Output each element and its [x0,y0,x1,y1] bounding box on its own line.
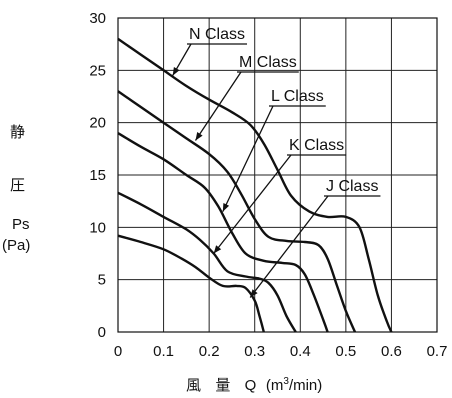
series-line-j-class [117,234,265,333]
annotation-arrowhead-k-class [213,245,222,254]
annotation-arrowhead-j-class [250,289,258,298]
series-line-m-class [117,90,357,333]
annotation-label-n-class: N Class [189,26,245,43]
annotation-leader-m-class [194,71,242,141]
x-tick-label: 0 [114,343,122,360]
ylabel-line-1: 静 [10,123,26,141]
annotation-leader-k-class [213,154,292,254]
series-line-k-class [117,191,297,333]
annotation-arrowhead-l-class [222,203,230,212]
ylabel-line-4: (Pa) [2,237,31,254]
y-tick-label: 5 [98,272,106,289]
series-line-n-class [117,37,393,333]
xlabel-unit-pre: (m [265,377,284,394]
y-tick-label: 10 [89,219,106,236]
xlabel-unit-post: /min) [288,377,323,394]
x-tick-label: 0.1 [153,343,174,360]
x-tick-label: 0.5 [335,343,356,360]
annotation-leader-j-class [249,195,329,298]
xlabel-unit-sup: 3 [283,376,289,387]
plot-frame [117,17,438,333]
ylabel-line-2: 圧 [10,176,26,194]
y-tick-label: 30 [89,10,106,27]
x-tick-label: 0.6 [381,343,402,360]
xlabel-char-3: Q [244,377,257,394]
xlabel-char-1: 風 [186,376,202,394]
y-tick-label: 25 [89,62,106,79]
y-tick-label: 0 [98,324,106,341]
xlabel-char-2: 量 [215,376,231,394]
annotation-leader-l-class [222,105,274,212]
xlabel: 風 量 Q (m3/min) [186,374,322,395]
annotation-label-m-class: M Class [239,54,297,71]
annotation-label-l-class: L Class [271,88,324,105]
y-tick-label: 20 [89,115,106,132]
y-tick-label: 15 [89,167,106,184]
x-tick-label: 0.3 [244,343,265,360]
annotation-arrowhead-m-class [195,132,203,141]
x-tick-label: 0.4 [290,343,311,360]
x-tick-label: 0.7 [427,343,448,360]
series-line-l-class [117,132,329,333]
ylabel-line-3: Ps [12,216,30,233]
annotation-label-j-class: J Class [326,178,378,195]
x-tick-label: 0.2 [199,343,220,360]
annotation-label-k-class: K Class [289,137,344,154]
annotation-arrowhead-n-class [172,67,180,76]
